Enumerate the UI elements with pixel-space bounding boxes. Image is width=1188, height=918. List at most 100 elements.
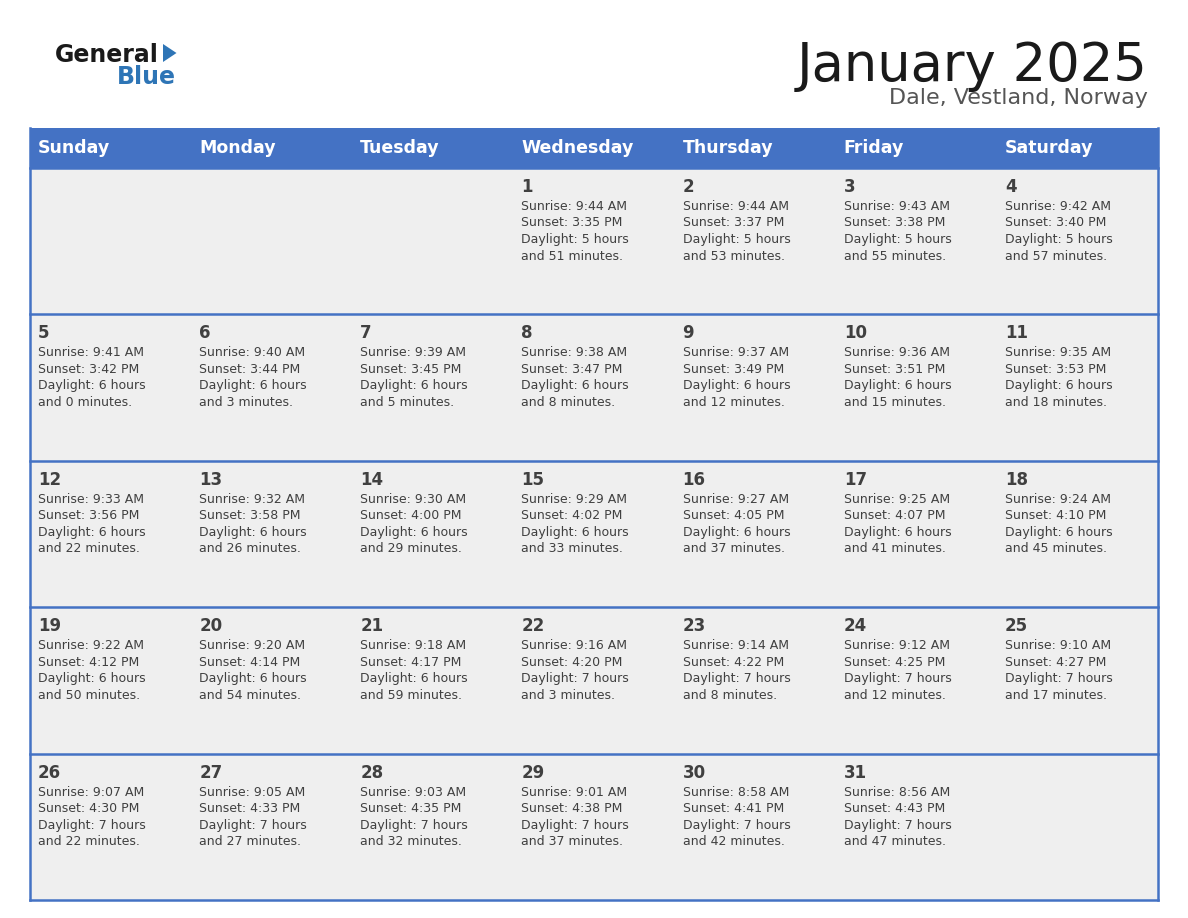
Text: Sunrise: 9:44 AM: Sunrise: 9:44 AM — [683, 200, 789, 213]
Text: and 8 minutes.: and 8 minutes. — [683, 688, 777, 701]
Text: and 57 minutes.: and 57 minutes. — [1005, 250, 1107, 263]
Text: Sunrise: 9:32 AM: Sunrise: 9:32 AM — [200, 493, 305, 506]
Text: and 59 minutes.: and 59 minutes. — [360, 688, 462, 701]
Text: 12: 12 — [38, 471, 61, 488]
Text: Sunrise: 9:25 AM: Sunrise: 9:25 AM — [843, 493, 950, 506]
Text: and 29 minutes.: and 29 minutes. — [360, 543, 462, 555]
Text: General: General — [55, 43, 159, 67]
Text: Sunset: 4:43 PM: Sunset: 4:43 PM — [843, 802, 944, 815]
Text: Sunset: 4:35 PM: Sunset: 4:35 PM — [360, 802, 462, 815]
Text: Sunset: 3:38 PM: Sunset: 3:38 PM — [843, 217, 946, 230]
Text: Daylight: 6 hours: Daylight: 6 hours — [843, 379, 952, 392]
Text: Sunset: 3:40 PM: Sunset: 3:40 PM — [1005, 217, 1106, 230]
Text: Sunrise: 8:56 AM: Sunrise: 8:56 AM — [843, 786, 950, 799]
Text: 23: 23 — [683, 617, 706, 635]
Text: Daylight: 6 hours: Daylight: 6 hours — [843, 526, 952, 539]
Text: Sunset: 3:37 PM: Sunset: 3:37 PM — [683, 217, 784, 230]
Bar — [191, 461, 353, 607]
Text: and 26 minutes.: and 26 minutes. — [200, 543, 301, 555]
Text: 5: 5 — [38, 324, 50, 342]
Text: Sunset: 4:14 PM: Sunset: 4:14 PM — [200, 655, 301, 668]
Text: Daylight: 7 hours: Daylight: 7 hours — [522, 672, 630, 685]
Bar — [513, 607, 675, 754]
Text: Daylight: 7 hours: Daylight: 7 hours — [1005, 672, 1113, 685]
Text: Daylight: 7 hours: Daylight: 7 hours — [843, 819, 952, 832]
Bar — [835, 168, 997, 314]
Text: and 18 minutes.: and 18 minutes. — [1005, 396, 1107, 409]
Text: and 3 minutes.: and 3 minutes. — [200, 396, 293, 409]
Text: 29: 29 — [522, 764, 544, 781]
Bar — [675, 168, 835, 314]
Text: Sunrise: 9:20 AM: Sunrise: 9:20 AM — [200, 639, 305, 652]
Text: and 12 minutes.: and 12 minutes. — [843, 688, 946, 701]
Text: Sunrise: 9:30 AM: Sunrise: 9:30 AM — [360, 493, 467, 506]
Text: 25: 25 — [1005, 617, 1028, 635]
Text: Sunrise: 9:35 AM: Sunrise: 9:35 AM — [1005, 346, 1111, 360]
Text: Sunrise: 9:22 AM: Sunrise: 9:22 AM — [38, 639, 144, 652]
Text: Daylight: 5 hours: Daylight: 5 hours — [843, 233, 952, 246]
Bar — [835, 754, 997, 900]
Text: Daylight: 6 hours: Daylight: 6 hours — [1005, 526, 1112, 539]
Bar — [30, 754, 191, 900]
Text: and 32 minutes.: and 32 minutes. — [360, 835, 462, 848]
Bar — [675, 314, 835, 461]
Text: and 12 minutes.: and 12 minutes. — [683, 396, 784, 409]
Text: and 50 minutes.: and 50 minutes. — [38, 688, 140, 701]
Text: Sunrise: 9:37 AM: Sunrise: 9:37 AM — [683, 346, 789, 360]
Text: Sunrise: 9:40 AM: Sunrise: 9:40 AM — [200, 346, 305, 360]
Text: and 22 minutes.: and 22 minutes. — [38, 543, 140, 555]
Text: Daylight: 6 hours: Daylight: 6 hours — [1005, 379, 1112, 392]
Text: 13: 13 — [200, 471, 222, 488]
Bar — [191, 314, 353, 461]
Text: and 8 minutes.: and 8 minutes. — [522, 396, 615, 409]
Text: 22: 22 — [522, 617, 544, 635]
Text: Daylight: 6 hours: Daylight: 6 hours — [360, 379, 468, 392]
Text: Daylight: 6 hours: Daylight: 6 hours — [360, 672, 468, 685]
Text: and 22 minutes.: and 22 minutes. — [38, 835, 140, 848]
Text: and 42 minutes.: and 42 minutes. — [683, 835, 784, 848]
Text: 6: 6 — [200, 324, 210, 342]
Text: Sunset: 4:27 PM: Sunset: 4:27 PM — [1005, 655, 1106, 668]
Text: Sunset: 4:33 PM: Sunset: 4:33 PM — [200, 802, 301, 815]
Text: Sunrise: 9:10 AM: Sunrise: 9:10 AM — [1005, 639, 1111, 652]
Bar — [835, 461, 997, 607]
Text: 30: 30 — [683, 764, 706, 781]
Text: 24: 24 — [843, 617, 867, 635]
Text: and 33 minutes.: and 33 minutes. — [522, 543, 624, 555]
Text: Daylight: 6 hours: Daylight: 6 hours — [38, 672, 146, 685]
Text: Sunset: 3:44 PM: Sunset: 3:44 PM — [200, 363, 301, 375]
Text: Daylight: 5 hours: Daylight: 5 hours — [683, 233, 790, 246]
Text: Sunset: 4:25 PM: Sunset: 4:25 PM — [843, 655, 946, 668]
Text: Sunrise: 9:38 AM: Sunrise: 9:38 AM — [522, 346, 627, 360]
Text: Friday: Friday — [843, 139, 904, 157]
Bar — [353, 607, 513, 754]
Text: 1: 1 — [522, 178, 533, 196]
Bar — [30, 607, 191, 754]
Text: Sunrise: 9:05 AM: Sunrise: 9:05 AM — [200, 786, 305, 799]
Text: Sunset: 3:56 PM: Sunset: 3:56 PM — [38, 509, 139, 522]
Text: 18: 18 — [1005, 471, 1028, 488]
Bar — [191, 607, 353, 754]
Text: Sunset: 4:38 PM: Sunset: 4:38 PM — [522, 802, 623, 815]
Bar — [997, 754, 1158, 900]
Text: 4: 4 — [1005, 178, 1017, 196]
Text: and 41 minutes.: and 41 minutes. — [843, 543, 946, 555]
Bar — [353, 168, 513, 314]
Text: 8: 8 — [522, 324, 533, 342]
Text: Sunrise: 9:07 AM: Sunrise: 9:07 AM — [38, 786, 144, 799]
Text: Daylight: 6 hours: Daylight: 6 hours — [522, 526, 630, 539]
Bar — [675, 607, 835, 754]
Text: 11: 11 — [1005, 324, 1028, 342]
Text: Sunrise: 9:39 AM: Sunrise: 9:39 AM — [360, 346, 466, 360]
Bar — [997, 607, 1158, 754]
Text: Wednesday: Wednesday — [522, 139, 634, 157]
Text: 7: 7 — [360, 324, 372, 342]
Bar — [191, 168, 353, 314]
Text: Daylight: 5 hours: Daylight: 5 hours — [522, 233, 630, 246]
Text: Daylight: 6 hours: Daylight: 6 hours — [200, 379, 307, 392]
Text: 16: 16 — [683, 471, 706, 488]
Text: Sunrise: 9:01 AM: Sunrise: 9:01 AM — [522, 786, 627, 799]
Text: Sunset: 4:10 PM: Sunset: 4:10 PM — [1005, 509, 1106, 522]
Text: and 17 minutes.: and 17 minutes. — [1005, 688, 1107, 701]
Text: January 2025: January 2025 — [797, 40, 1148, 92]
